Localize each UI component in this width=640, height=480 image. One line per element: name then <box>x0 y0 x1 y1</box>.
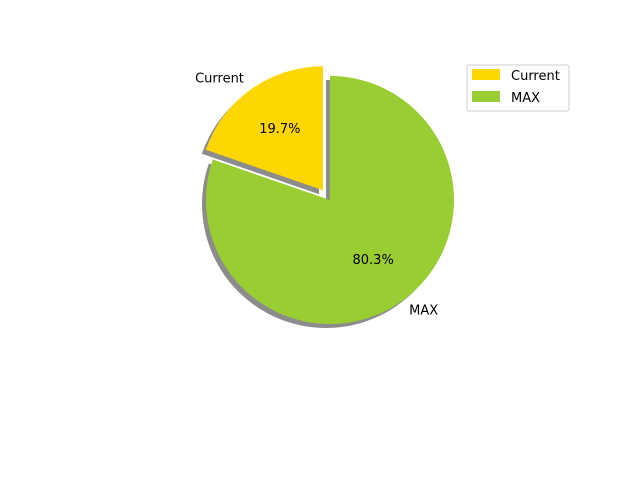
legend-swatch-max <box>472 91 500 102</box>
legend-label-current: Current <box>511 69 560 84</box>
pie-percent-label-current: 19.7% <box>259 122 300 137</box>
pie-slice-max <box>206 76 454 324</box>
pie-slices <box>205 66 454 324</box>
legend-swatch-current <box>472 69 500 80</box>
pie-percent-label-max: 80.3% <box>353 253 394 268</box>
legend: Current MAX <box>466 64 570 112</box>
pie-category-label-current: Current <box>195 72 244 87</box>
pie-slice-current <box>205 66 324 191</box>
pie-category-label-max: MAX <box>409 304 438 319</box>
pie-labels: 19.7% Current 80.3% MAX <box>195 72 438 319</box>
legend-label-max: MAX <box>511 91 540 106</box>
